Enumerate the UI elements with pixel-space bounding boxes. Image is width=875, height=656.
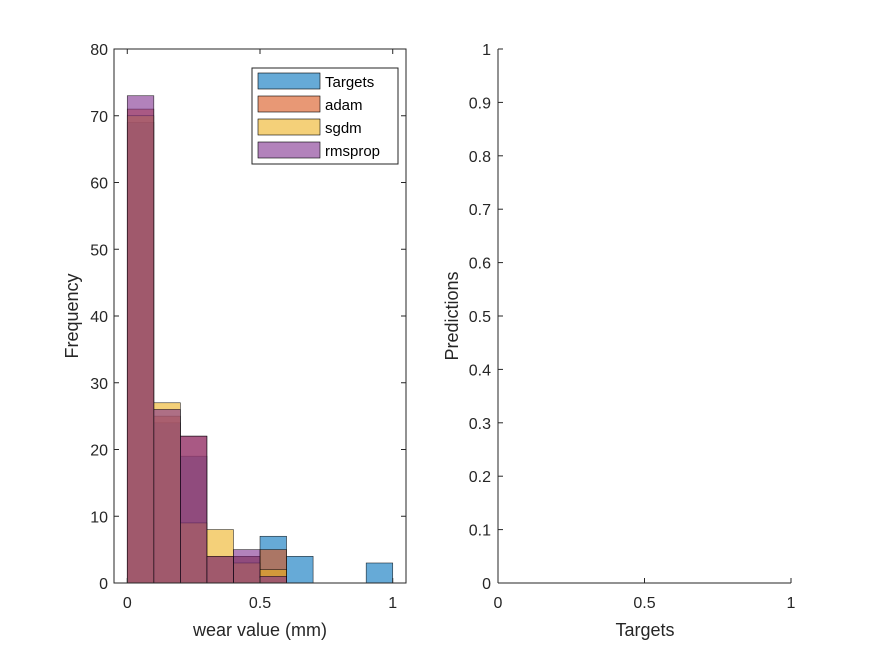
scatter-y-tick-label: 0.1 xyxy=(469,523,491,540)
legend-label-sgdm: sgdm xyxy=(325,120,362,137)
scatter-plot-area xyxy=(498,49,791,583)
legend-swatch-sgdm xyxy=(257,118,321,136)
histogram-y-tick-label: 60 xyxy=(90,176,108,193)
histogram-legend: Targets adam sgdm rmsprop xyxy=(251,67,399,165)
histogram-bar-rmsprop-1 xyxy=(153,409,181,584)
histogram-bar-rmsprop-4 xyxy=(233,549,261,584)
histogram-x-tick-label: 0.5 xyxy=(249,595,271,612)
scatter-y-tick-label: 0.9 xyxy=(469,95,491,112)
histogram-bars xyxy=(126,95,394,584)
legend-swatch-adam xyxy=(257,95,321,113)
scatter-y-tick-label: 0 xyxy=(482,576,491,593)
scatter-axes: 0 0.1 0.2 0.3 0.4 0.5 0.6 0.7 0.8 0.9 1 0 0.5 1 Targe… xyxy=(442,42,796,640)
series-rmsprop-bars xyxy=(126,95,287,584)
histogram-x-tick-label: 1 xyxy=(388,595,397,612)
histogram-y-tick-label: 40 xyxy=(90,309,108,326)
histogram-y-axis-label: Frequency xyxy=(62,273,82,358)
histogram-y-tick-label: 0 xyxy=(99,576,108,593)
scatter-x-axis-label: Targets xyxy=(615,620,674,640)
scatter-y-tick-label: 0.8 xyxy=(469,149,491,166)
histogram-y-tick-label: 70 xyxy=(90,109,108,126)
scatter-x-tick-label: 0 xyxy=(494,595,503,612)
histogram-y-tick-label: 10 xyxy=(90,509,108,526)
scatter-y-tick-label: 0.4 xyxy=(469,362,491,379)
scatter-ticks: 0 0.1 0.2 0.3 0.4 0.5 0.6 0.7 0.8 0.9 1 0 0.5 1 xyxy=(469,42,796,612)
histogram-y-tick-label: 50 xyxy=(90,242,108,259)
histogram-axes: 0 10 20 30 40 50 60 70 80 0 0.5 1 wear value (mm) F… xyxy=(62,42,407,640)
histogram-ticks: 0 10 20 30 40 50 60 70 80 0 0.5 1 xyxy=(90,42,406,612)
legend-label-adam: adam xyxy=(325,97,363,114)
histogram-y-tick-label: 20 xyxy=(90,443,108,460)
scatter-y-tick-label: 0.2 xyxy=(469,469,491,486)
histogram-x-axis-label: wear value (mm) xyxy=(192,620,327,640)
histogram-bar-rmsprop-0 xyxy=(126,95,155,584)
legend-label-rmsprop: rmsprop xyxy=(325,143,380,160)
scatter-y-axis-label: Predictions xyxy=(442,271,462,360)
legend-swatch-rmsprop xyxy=(257,141,321,159)
scatter-y-tick-label: 1 xyxy=(482,42,491,59)
histogram-bar-rmsprop-5 xyxy=(259,576,287,584)
scatter-y-tick-label: 0.6 xyxy=(469,256,491,273)
histogram-bar-rmsprop-2 xyxy=(180,435,208,584)
histogram-y-tick-label: 30 xyxy=(90,376,108,393)
scatter-x-tick-label: 1 xyxy=(787,595,796,612)
histogram-y-tick-label: 80 xyxy=(90,42,108,59)
scatter-x-tick-label: 0.5 xyxy=(633,595,655,612)
histogram-bar-Targets-9 xyxy=(365,562,394,584)
histogram-bar-Targets-6 xyxy=(286,555,314,584)
histogram-x-tick-label: 0 xyxy=(123,595,132,612)
scatter-y-tick-label: 0.3 xyxy=(469,416,491,433)
legend-label-Targets: Targets xyxy=(325,74,374,91)
histogram-bar-rmsprop-3 xyxy=(206,555,234,584)
scatter-y-tick-label: 0.7 xyxy=(469,202,491,219)
legend-swatch-Targets xyxy=(257,72,321,90)
scatter-y-tick-label: 0.5 xyxy=(469,309,491,326)
